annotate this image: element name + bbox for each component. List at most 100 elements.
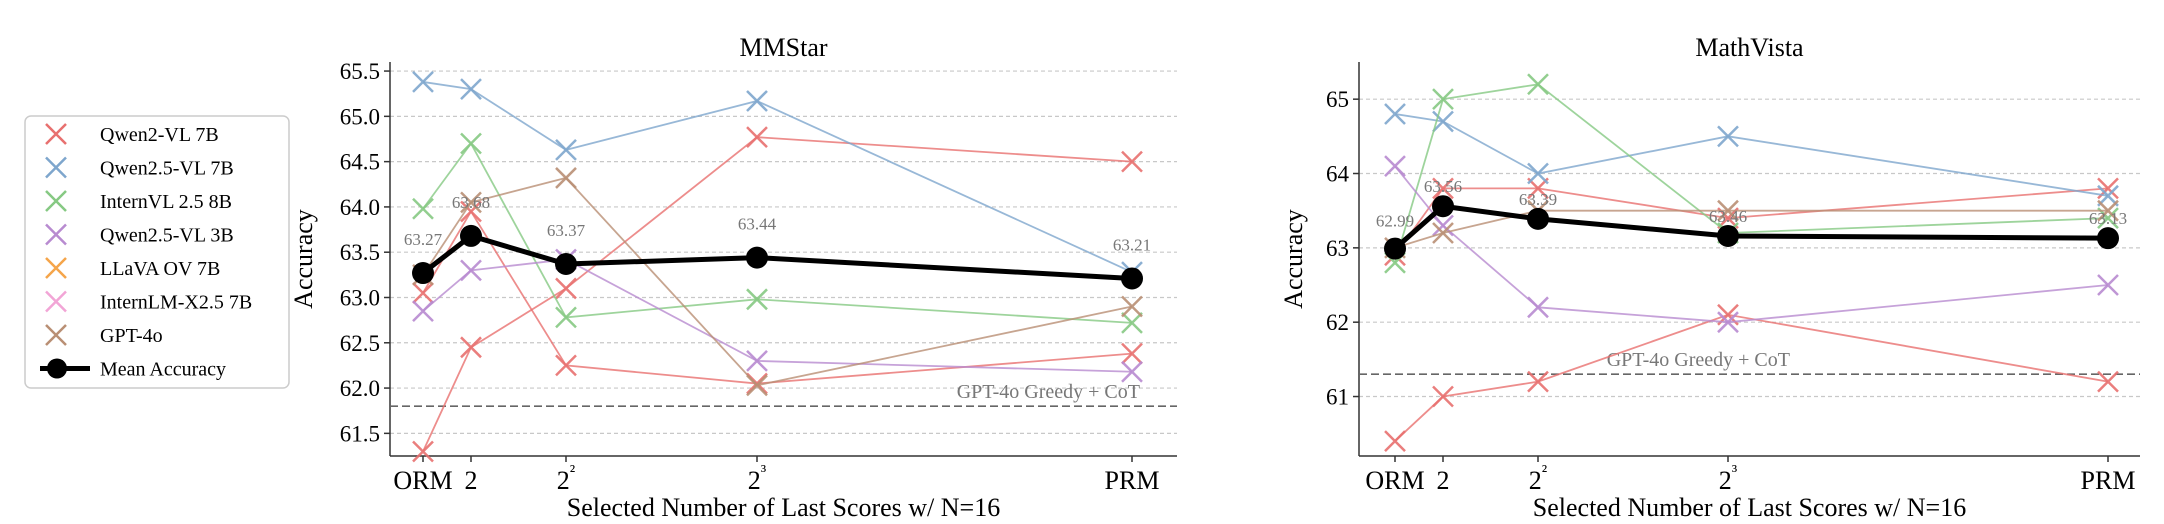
data-point <box>1432 88 1454 111</box>
data-point <box>746 288 768 311</box>
mean-value-label: 62.99 <box>1376 212 1414 231</box>
data-point <box>1121 311 1143 334</box>
series-line <box>422 136 1133 452</box>
data-point <box>1432 195 1454 218</box>
legend-marker <box>45 156 67 179</box>
series-mean-accuracy: 63.27 63.68 63.37 63.44 63.21 <box>404 193 1151 290</box>
y-tick-label: 63 <box>1326 236 1349 261</box>
x-tick-label: 2 <box>1437 466 1450 495</box>
chart-title: MMStar <box>739 33 827 62</box>
data-point <box>460 224 482 247</box>
legend: Qwen2-VL 7B Qwen2.5-VL 7B InternVL 2.5 8B Q… <box>24 115 290 389</box>
reference-line-label: GPT-4o Greedy + CoT <box>957 381 1140 403</box>
data-point <box>1527 207 1549 230</box>
data-point <box>1527 73 1549 96</box>
y-tick-label: 64 <box>1326 162 1350 187</box>
legend-item-qwen2-5-vl-3b: Qwen2.5-VL 3B <box>45 223 234 247</box>
legend-item-internvl-2-5-8b: InternVL 2.5 8B <box>45 190 232 213</box>
legend-label: LLaVA OV 7B <box>100 258 220 280</box>
data-point <box>412 71 434 93</box>
legend-marker <box>45 223 67 246</box>
series-line <box>1394 165 2109 324</box>
series-line <box>422 81 1133 273</box>
series-line <box>1394 113 2109 197</box>
series-internvl-2-5-8b <box>412 132 1143 334</box>
mmstar-panel: 61.5 62.0 62.5 63.0 63.5 64.0 64.5 65.0 65.5 ORM 2… <box>289 33 1177 522</box>
data-point <box>1384 430 1406 453</box>
mean-value-label: 63.37 <box>547 221 586 240</box>
data-point <box>1121 342 1143 365</box>
data-point <box>746 126 768 149</box>
legend-marker <box>45 324 67 346</box>
data-point <box>2097 370 2119 393</box>
data-point <box>555 252 577 275</box>
y-tick-label: 62.5 <box>340 331 380 356</box>
data-point <box>555 277 577 300</box>
mean-value-label: 63.56 <box>1424 177 1462 196</box>
data-point <box>746 374 768 397</box>
legend-item-llava-ov-7b: LLaVA OV 7B <box>45 257 220 280</box>
data-point <box>460 259 482 282</box>
data-point <box>1527 162 1549 185</box>
y-tick-label: 63.0 <box>340 285 380 310</box>
legend-label: InternLM-X2.5 7B <box>100 292 252 314</box>
series-line <box>1394 313 2109 442</box>
y-tick-label: 65.0 <box>340 104 380 129</box>
y-tick-label: 61 <box>1326 385 1349 410</box>
reference-line-label: GPT-4o Greedy + CoT <box>1607 349 1790 371</box>
y-tick-label: 61.5 <box>340 421 380 446</box>
x-tick-label: 2³ <box>1719 461 1738 495</box>
data-point <box>460 132 482 155</box>
data-point <box>1717 125 1739 148</box>
x-tick-label: 2² <box>557 461 575 495</box>
data-point <box>1717 311 1739 334</box>
x-tick-label: 2³ <box>748 461 767 495</box>
legend-label: GPT-4o <box>100 325 163 347</box>
data-point <box>460 78 482 101</box>
y-tick-label: 64.0 <box>340 195 380 220</box>
series-line <box>1393 203 2109 251</box>
data-point <box>555 354 577 377</box>
data-point <box>460 191 482 214</box>
chart-title: MathVista <box>1695 33 1804 62</box>
series-qwen2-vl-7b <box>412 200 1143 395</box>
data-point <box>1384 103 1406 125</box>
data-point <box>1527 370 1549 393</box>
legend-marker <box>45 290 67 313</box>
legend-label: Qwen2.5-VL 3B <box>100 225 234 247</box>
data-point <box>1121 150 1143 173</box>
y-tick-label: 62 <box>1326 310 1349 335</box>
mean-value-label: 63.27 <box>404 230 443 249</box>
y-tick-label: 65.5 <box>340 59 380 84</box>
series-qwen2-vl-7b <box>412 126 1143 463</box>
mean-value-label: 63.46 <box>1709 207 1747 226</box>
data-point <box>1384 155 1406 177</box>
data-point <box>412 440 434 463</box>
data-point <box>746 90 768 112</box>
legend-marker <box>45 123 67 145</box>
x-tick-label: PRM <box>1105 466 1160 495</box>
series-qwen2-vl-7b <box>1384 303 2119 453</box>
y-axis-label: Accuracy <box>289 209 318 309</box>
legend-label: Qwen2-VL 7B <box>100 124 219 146</box>
mean-value-label: 63.39 <box>1519 190 1557 209</box>
data-point <box>746 246 768 269</box>
legend-label: InternVL 2.5 8B <box>100 191 232 213</box>
data-point <box>412 300 434 322</box>
x-axis-label: Selected Number of Last Scores w/ N=16 <box>1533 493 1966 522</box>
series-line <box>422 176 1133 387</box>
legend-item-mean-accuracy: Mean Accuracy <box>40 358 226 381</box>
data-point <box>412 262 434 285</box>
data-point <box>412 197 434 220</box>
series-gpt-4o <box>1384 199 2119 259</box>
data-point <box>1121 295 1143 318</box>
y-tick-label: 64.5 <box>340 150 380 175</box>
series-mean-accuracy: 62.99 63.56 63.39 63.46 63.13 <box>1376 177 2127 260</box>
data-point <box>412 282 434 304</box>
mean-value-label: 63.44 <box>738 215 777 234</box>
y-tick-label: 62.0 <box>340 376 380 401</box>
data-point <box>1432 177 1454 200</box>
series-qwen2-5-vl-7b <box>1384 103 2119 207</box>
legend-item-internlm-x2-5-7b: InternLM-X2.5 7B <box>45 290 252 314</box>
